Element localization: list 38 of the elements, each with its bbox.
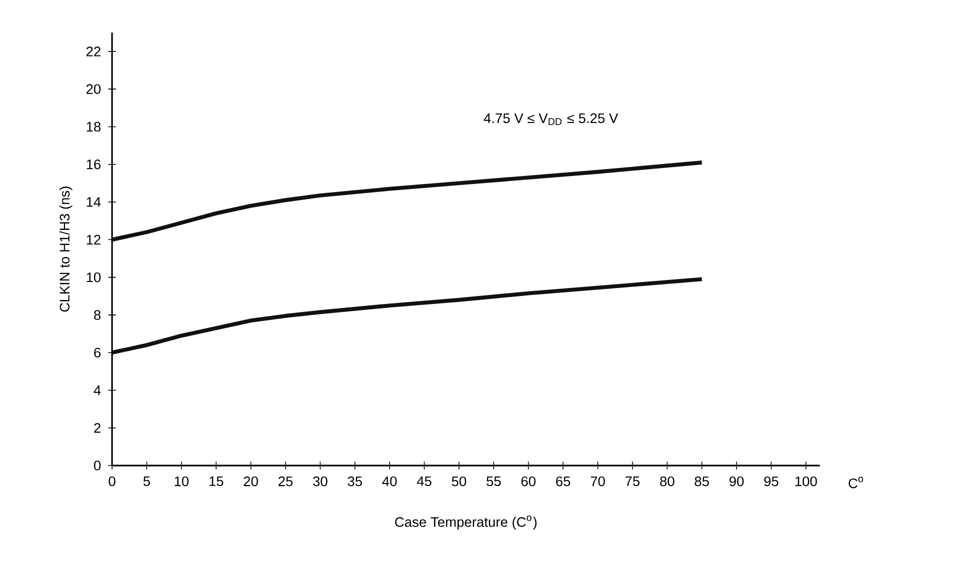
x-tick-label: 80: [660, 476, 674, 486]
line-series: [110, 160, 704, 242]
x-tick-label: 25: [278, 476, 293, 486]
x-tick-label: 45: [416, 476, 432, 486]
x-tick-label: 60: [521, 476, 536, 486]
x-tick-label: 50: [452, 476, 466, 486]
x-tick-label: 55: [486, 476, 501, 486]
x-tick-label: 10: [174, 476, 189, 486]
x-tick-label: 75: [626, 476, 640, 486]
y-tick-label: 20: [86, 84, 101, 94]
y-tick-label: 2: [94, 423, 100, 433]
y-tick-label: 16: [86, 160, 101, 170]
annotation: 4.75 V ≤ V$_{DD}$ ≤ 5.25 V: [484, 114, 618, 126]
x-tick-label: 65: [556, 476, 570, 486]
y-tick-label: 12: [86, 235, 100, 245]
y-axis-title: CLKIN to H1/H3 (ns): [59, 186, 72, 312]
x-tick-label: 95: [764, 476, 778, 486]
x-tick-label: 70: [590, 476, 605, 486]
y-tick-label: 22: [86, 46, 100, 56]
x-tick-label: 20: [244, 476, 258, 486]
y-tick-label: 6: [94, 348, 101, 358]
y-tick-label: 10: [86, 272, 101, 282]
y-tick-label: 8: [94, 310, 101, 320]
x-tick-label: 30: [313, 476, 328, 486]
x-tick-label: 90: [730, 476, 744, 486]
x-tick-label: 100: [795, 476, 817, 486]
y-tick-label: 0: [94, 460, 101, 471]
x-axis-title: Case Temperature (C$^{o}$): [395, 516, 537, 530]
y-tick-label: 18: [86, 122, 101, 132]
x-tick-label: 40: [382, 476, 397, 486]
y-tick-label: 4: [94, 386, 101, 396]
x-tick-label: 85: [694, 476, 709, 486]
x-tick-label: 5: [143, 476, 150, 486]
x-tick-label: 35: [348, 476, 362, 486]
x-tick-label: 15: [210, 476, 224, 486]
text: C$^{o}$: [848, 476, 864, 488]
x-tick-label: 0: [108, 476, 116, 486]
y-tick-label: 14: [86, 197, 101, 207]
